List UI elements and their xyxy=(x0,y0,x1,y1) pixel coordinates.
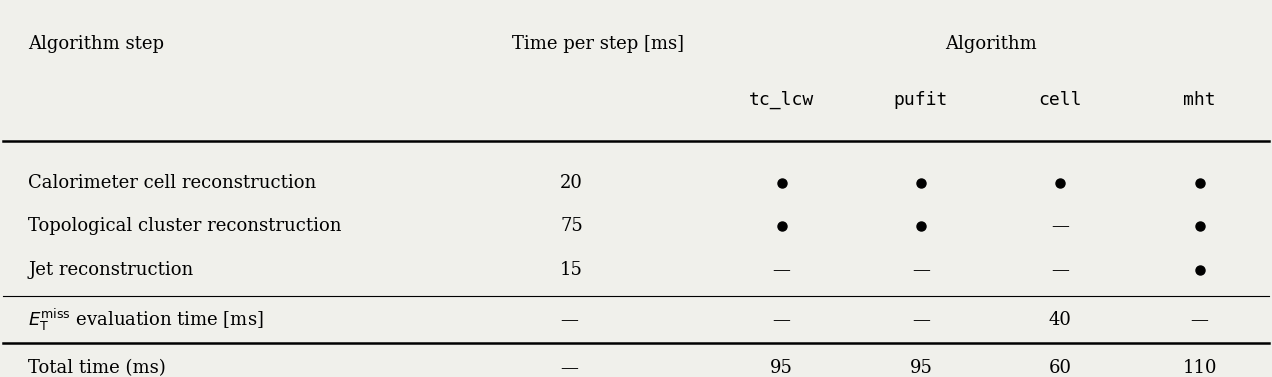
Text: 15: 15 xyxy=(560,261,583,279)
Text: 95: 95 xyxy=(771,359,792,377)
Text: Jet reconstruction: Jet reconstruction xyxy=(28,261,193,279)
Text: Time per step [ms]: Time per step [ms] xyxy=(513,35,684,54)
Text: Calorimeter cell reconstruction: Calorimeter cell reconstruction xyxy=(28,174,317,192)
Text: —: — xyxy=(772,311,791,329)
Text: Algorithm: Algorithm xyxy=(945,35,1037,54)
Text: cell: cell xyxy=(1038,91,1082,109)
Text: —: — xyxy=(560,359,577,377)
Text: tc_lcw: tc_lcw xyxy=(749,90,814,109)
Text: 40: 40 xyxy=(1049,311,1072,329)
Text: Algorithm step: Algorithm step xyxy=(28,35,164,54)
Text: —: — xyxy=(1052,217,1070,235)
Text: Total time (ms): Total time (ms) xyxy=(28,359,165,377)
Text: —: — xyxy=(912,311,930,329)
Text: —: — xyxy=(1052,261,1070,279)
Text: —: — xyxy=(560,311,577,329)
Text: —: — xyxy=(1191,311,1208,329)
Text: mht: mht xyxy=(1183,91,1216,109)
Text: 75: 75 xyxy=(560,217,583,235)
Text: 20: 20 xyxy=(560,174,583,192)
Text: 95: 95 xyxy=(909,359,932,377)
Text: $E_{\mathrm{T}}^{\mathrm{miss}}$ evaluation time [ms]: $E_{\mathrm{T}}^{\mathrm{miss}}$ evaluat… xyxy=(28,307,263,333)
Text: 60: 60 xyxy=(1048,359,1072,377)
Text: 110: 110 xyxy=(1182,359,1217,377)
Text: pufit: pufit xyxy=(894,91,948,109)
Text: —: — xyxy=(912,261,930,279)
Text: —: — xyxy=(772,261,791,279)
Text: Topological cluster reconstruction: Topological cluster reconstruction xyxy=(28,217,342,235)
